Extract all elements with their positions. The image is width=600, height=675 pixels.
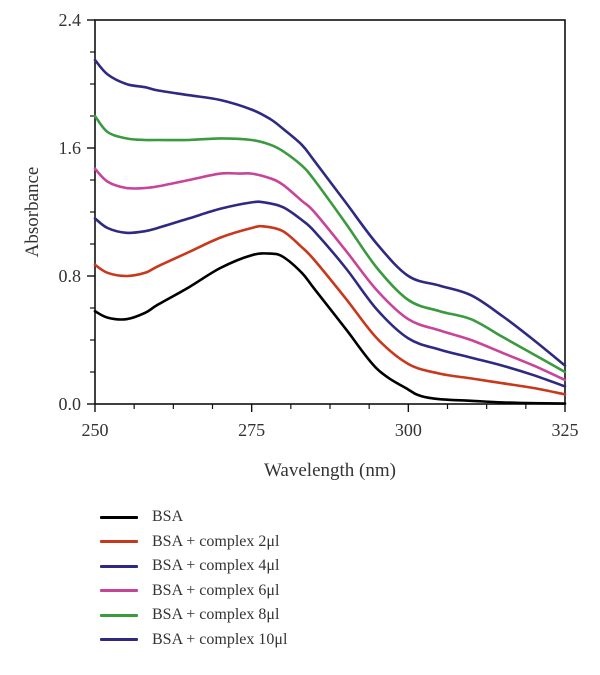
legend-item: BSA + complex 10μl — [100, 628, 287, 653]
series-lines — [93, 58, 567, 405]
x-axis-label: Wavelength (nm) — [264, 460, 396, 481]
legend-label: BSA + complex 10μl — [152, 630, 288, 648]
legend-label: BSA + complex 4μl — [152, 557, 280, 575]
y-tick-label: 0.0 — [59, 394, 82, 414]
absorbance-chart: 250 275 300 325 0.0 0.8 1.6 2.4 Wavelength (nm)… — [22, 10, 579, 481]
axis-ticks: 250 275 300 325 0.0 0.8 1.6 2.4 — [59, 10, 579, 440]
series-line-4 — [93, 114, 567, 374]
series-line-3 — [93, 167, 567, 382]
x-tick-label: 275 — [238, 420, 265, 440]
legend-swatch — [100, 613, 138, 617]
legend-item: BSA + complex 4μl — [100, 554, 287, 579]
legend-item: BSA — [100, 505, 287, 530]
series-line-1 — [93, 224, 567, 396]
x-tick-label: 250 — [82, 420, 109, 440]
legend-label: BSA + complex 8μl — [152, 606, 280, 624]
legend-label: BSA + complex 6μl — [152, 581, 280, 599]
plot-area-frame — [94, 19, 566, 405]
legend-item: BSA + complex 6μl — [100, 579, 287, 604]
x-tick-label: 325 — [552, 420, 579, 440]
legend-swatch — [100, 638, 138, 642]
legend-item: BSA + complex 8μl — [100, 603, 287, 628]
legend-swatch — [100, 540, 138, 544]
legend-label: BSA — [152, 508, 184, 526]
legend-swatch — [100, 589, 138, 593]
series-line-5 — [93, 58, 567, 367]
legend-label: BSA + complex 2μl — [152, 532, 280, 550]
y-tick-label: 0.8 — [59, 266, 82, 286]
chart-legend: BSA BSA + complex 2μl BSA + complex 4μl BSA… — [100, 505, 287, 652]
legend-swatch — [100, 515, 138, 519]
legend-item: BSA + complex 2μl — [100, 530, 287, 555]
y-tick-label: 2.4 — [59, 10, 82, 30]
y-axis-label: Absorbance — [22, 167, 43, 258]
legend-swatch — [100, 564, 138, 568]
series-line-2 — [93, 200, 567, 388]
x-tick-label: 300 — [395, 420, 422, 440]
y-tick-label: 1.6 — [59, 138, 82, 158]
series-line-0 — [93, 252, 567, 405]
